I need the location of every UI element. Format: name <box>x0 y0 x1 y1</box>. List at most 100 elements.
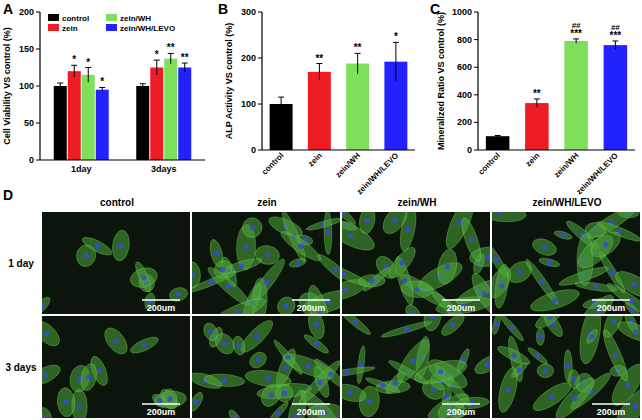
nucleus-decoration <box>511 353 516 358</box>
scale-bar-label: 200um <box>297 303 326 313</box>
panel-2: CMineralized Ratio VS control (%)0200400… <box>430 1 635 196</box>
cell-decoration <box>128 265 160 291</box>
nucleus-decoration <box>438 369 443 374</box>
nucleus-decoration <box>549 394 554 399</box>
nucleus-decoration <box>348 390 353 395</box>
error-bar <box>278 97 284 111</box>
cell-decoration <box>128 334 160 356</box>
nucleus-decoration <box>176 292 181 297</box>
nucleus-decoration <box>317 380 322 385</box>
nucleus-decoration <box>589 334 594 339</box>
bar <box>564 41 588 150</box>
micrograph <box>342 316 490 418</box>
nucleus-decoration <box>325 230 330 235</box>
y-axis <box>39 12 40 160</box>
cell-decoration <box>227 408 243 418</box>
cell-decoration <box>75 243 98 268</box>
cell-decoration <box>403 302 424 314</box>
nucleus-decoration <box>358 362 363 367</box>
cell-decoration <box>356 345 367 384</box>
nucleus-decoration <box>42 415 46 418</box>
nucleus-decoration <box>486 254 490 259</box>
error-line <box>156 60 157 75</box>
cell-decoration <box>530 236 559 259</box>
nucleus-decoration <box>494 322 499 327</box>
significance: * <box>86 57 90 68</box>
nucleus-decoration <box>222 378 227 383</box>
nucleus-decoration <box>142 343 147 348</box>
nucleus-decoration <box>264 280 269 285</box>
cell-decoration <box>42 361 63 389</box>
panel-label: D <box>3 187 13 203</box>
significance: ## <box>611 23 620 32</box>
panel-d: Dcontrolzeinzein/WHzein/WH/LEVO1 day200u… <box>3 187 642 420</box>
error-line <box>395 42 396 81</box>
error-bar <box>612 41 618 49</box>
bar <box>82 75 95 160</box>
scale-bar <box>292 299 330 301</box>
scale-bar <box>442 403 480 405</box>
nucleus-decoration <box>611 319 616 324</box>
y-axis-label: ALP Activity VS control (%) <box>224 23 234 140</box>
cell-decoration <box>272 338 305 376</box>
significance: ** <box>354 42 362 53</box>
error-bar <box>168 53 174 63</box>
figure: ACell Viability VS control (%)0501001502… <box>0 0 642 420</box>
scale-bar-label: 200um <box>447 407 476 417</box>
nucleus-decoration <box>275 410 280 415</box>
x-tick-label: zein/WH/LEVO <box>574 151 619 196</box>
nucleus-decoration <box>314 341 319 346</box>
error-line <box>184 63 185 72</box>
cell-decoration <box>79 362 99 392</box>
nucleus-decoration <box>613 353 618 358</box>
cell-decoration <box>585 328 600 345</box>
nucleus-decoration <box>499 284 504 289</box>
cell-decoration <box>422 316 443 332</box>
cell-decoration <box>305 216 340 232</box>
micrograph <box>192 316 340 418</box>
cell-decoration <box>538 256 560 268</box>
y-tick-label: 0 <box>251 145 256 155</box>
cell-decoration <box>42 406 53 418</box>
error-line <box>615 41 616 49</box>
x-tick-label: zein/WH <box>334 151 363 180</box>
cell-decoration <box>203 373 245 388</box>
scale-bar <box>592 403 630 405</box>
bar <box>604 45 628 150</box>
marks <box>486 39 627 150</box>
marks <box>270 42 408 150</box>
nucleus-decoration <box>485 362 490 367</box>
nucleus-decoration <box>265 252 270 257</box>
nucleus-decoration <box>392 217 397 222</box>
legend-label: control <box>62 14 89 23</box>
cell-decoration <box>615 318 640 346</box>
bar <box>486 136 510 150</box>
legend-label: zein <box>62 24 78 33</box>
significance: * <box>155 49 159 60</box>
x-axis <box>478 149 635 150</box>
nucleus-decoration <box>353 319 358 324</box>
cell-decoration <box>288 257 307 269</box>
cell-decoration <box>576 316 604 365</box>
nucleus-decoration <box>284 303 289 308</box>
nucleus-decoration <box>192 272 195 277</box>
nucleus-decoration <box>431 387 436 392</box>
y-tick-label: 300 <box>241 7 256 17</box>
nucleus-decoration <box>306 364 311 369</box>
y-tick-label: 100 <box>19 81 34 91</box>
error-line <box>357 53 358 73</box>
cell-decoration <box>568 369 581 389</box>
cell-decoration <box>358 274 385 287</box>
nucleus-decoration <box>83 253 88 258</box>
nucleus-decoration <box>625 382 630 387</box>
nucleus-decoration <box>543 368 548 373</box>
cell-decoration <box>56 387 76 418</box>
cell-decoration <box>212 330 238 358</box>
legend-swatch <box>106 24 117 31</box>
nucleus-decoration <box>539 279 544 284</box>
image-background <box>42 212 190 314</box>
legend-swatch <box>106 14 117 21</box>
legend-swatch <box>48 24 59 31</box>
nucleus-decoration <box>509 325 514 330</box>
y-axis-label: Mineralized Ratio VS control (%) <box>436 12 446 150</box>
